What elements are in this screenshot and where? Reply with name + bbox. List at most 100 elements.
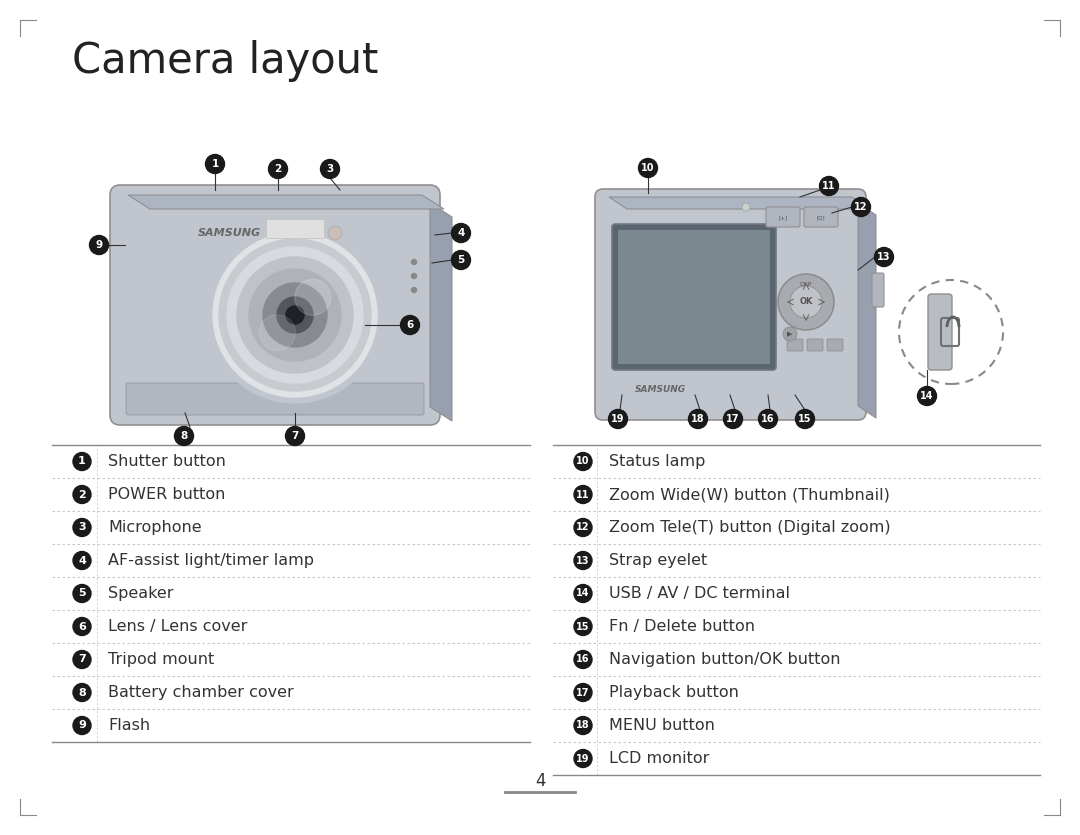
Text: ▶: ▶ <box>787 331 793 337</box>
Circle shape <box>401 316 419 335</box>
Text: 4: 4 <box>535 772 545 790</box>
Text: 14: 14 <box>577 589 590 599</box>
Circle shape <box>573 650 592 669</box>
Circle shape <box>783 327 797 341</box>
Circle shape <box>73 684 91 701</box>
Text: Zoom Tele(T) button (Digital zoom): Zoom Tele(T) button (Digital zoom) <box>609 520 891 535</box>
Text: 1: 1 <box>78 457 86 467</box>
Text: 13: 13 <box>877 252 891 262</box>
Text: 5: 5 <box>457 255 464 265</box>
Circle shape <box>573 551 592 569</box>
Text: 7: 7 <box>292 431 299 441</box>
Circle shape <box>573 618 592 635</box>
Circle shape <box>778 274 834 330</box>
Text: Speaker: Speaker <box>108 586 174 601</box>
Polygon shape <box>858 203 876 418</box>
Text: DSP: DSP <box>800 281 812 286</box>
Circle shape <box>264 283 327 347</box>
Circle shape <box>73 618 91 635</box>
FancyBboxPatch shape <box>787 339 804 351</box>
Text: Flash: Flash <box>108 718 150 733</box>
Text: Strap eyelet: Strap eyelet <box>609 553 707 568</box>
Circle shape <box>175 427 193 446</box>
Text: 11: 11 <box>822 181 836 191</box>
Circle shape <box>285 427 305 446</box>
Circle shape <box>638 159 658 178</box>
FancyBboxPatch shape <box>110 185 440 425</box>
Circle shape <box>573 453 592 470</box>
Text: SAMSUNG: SAMSUNG <box>198 228 261 238</box>
Circle shape <box>689 409 707 428</box>
Text: Status lamp: Status lamp <box>609 454 705 469</box>
Polygon shape <box>609 197 870 209</box>
Circle shape <box>573 750 592 767</box>
Text: 4: 4 <box>457 228 464 238</box>
Circle shape <box>411 274 417 279</box>
FancyBboxPatch shape <box>267 220 324 239</box>
Circle shape <box>73 485 91 504</box>
Text: 15: 15 <box>577 621 590 631</box>
Text: 15: 15 <box>798 414 812 424</box>
Text: 9: 9 <box>78 721 86 731</box>
Circle shape <box>207 227 383 403</box>
Circle shape <box>73 650 91 669</box>
FancyBboxPatch shape <box>872 273 885 307</box>
Text: 16: 16 <box>577 655 590 665</box>
Text: 16: 16 <box>761 414 774 424</box>
Circle shape <box>73 453 91 470</box>
Circle shape <box>451 224 471 242</box>
Text: 7: 7 <box>78 655 86 665</box>
Circle shape <box>259 315 295 351</box>
Text: OK: OK <box>799 297 812 306</box>
Circle shape <box>573 716 592 735</box>
Text: Microphone: Microphone <box>108 520 202 535</box>
Text: 10: 10 <box>642 163 654 173</box>
Text: AF-assist light/timer lamp: AF-assist light/timer lamp <box>108 553 314 568</box>
Text: Zoom Wide(W) button (Thumbnail): Zoom Wide(W) button (Thumbnail) <box>609 487 890 502</box>
Text: 19: 19 <box>611 414 624 424</box>
Circle shape <box>851 198 870 216</box>
Circle shape <box>269 159 287 179</box>
Circle shape <box>73 584 91 603</box>
Text: Battery chamber cover: Battery chamber cover <box>108 685 294 700</box>
Text: 17: 17 <box>726 414 740 424</box>
Text: 8: 8 <box>78 687 86 697</box>
Text: 17: 17 <box>577 687 590 697</box>
Circle shape <box>73 716 91 735</box>
Circle shape <box>724 409 743 428</box>
Text: 2: 2 <box>78 489 86 499</box>
Circle shape <box>286 306 303 324</box>
Circle shape <box>276 297 313 333</box>
FancyBboxPatch shape <box>928 294 951 370</box>
Text: POWER button: POWER button <box>108 487 226 502</box>
Text: 1: 1 <box>212 159 218 169</box>
Text: 3: 3 <box>326 164 334 174</box>
Text: 6: 6 <box>406 320 414 330</box>
Text: SAMSUNG: SAMSUNG <box>635 386 686 394</box>
Circle shape <box>237 257 353 373</box>
FancyBboxPatch shape <box>612 224 777 370</box>
Circle shape <box>227 247 363 383</box>
Text: 9: 9 <box>95 240 103 250</box>
Polygon shape <box>129 195 444 209</box>
Text: 19: 19 <box>577 753 590 763</box>
FancyBboxPatch shape <box>618 230 770 364</box>
Text: 18: 18 <box>577 721 590 731</box>
Circle shape <box>451 250 471 270</box>
Text: Tripod mount: Tripod mount <box>108 652 214 667</box>
Circle shape <box>573 584 592 603</box>
Circle shape <box>205 154 225 174</box>
Circle shape <box>213 233 377 397</box>
Circle shape <box>789 286 822 318</box>
Circle shape <box>820 176 838 195</box>
FancyBboxPatch shape <box>126 383 424 415</box>
Circle shape <box>219 239 372 391</box>
Text: USB / AV / DC terminal: USB / AV / DC terminal <box>609 586 789 601</box>
Circle shape <box>742 203 750 211</box>
Circle shape <box>411 260 417 265</box>
Text: 12: 12 <box>854 202 867 212</box>
Circle shape <box>73 519 91 537</box>
Text: 18: 18 <box>691 414 705 424</box>
Text: Lens / Lens cover: Lens / Lens cover <box>108 619 247 634</box>
Circle shape <box>411 287 417 292</box>
